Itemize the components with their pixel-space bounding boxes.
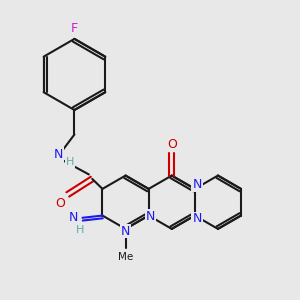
Text: N: N xyxy=(192,178,202,191)
Text: N: N xyxy=(54,148,64,161)
Text: N: N xyxy=(121,225,130,238)
Text: N: N xyxy=(192,212,202,225)
Text: F: F xyxy=(71,22,78,35)
Text: N: N xyxy=(146,210,156,223)
Text: O: O xyxy=(55,197,65,210)
Text: Me: Me xyxy=(118,252,133,262)
Text: H: H xyxy=(66,157,74,167)
Text: H: H xyxy=(76,225,84,235)
Text: O: O xyxy=(167,138,177,151)
Text: N: N xyxy=(69,211,78,224)
